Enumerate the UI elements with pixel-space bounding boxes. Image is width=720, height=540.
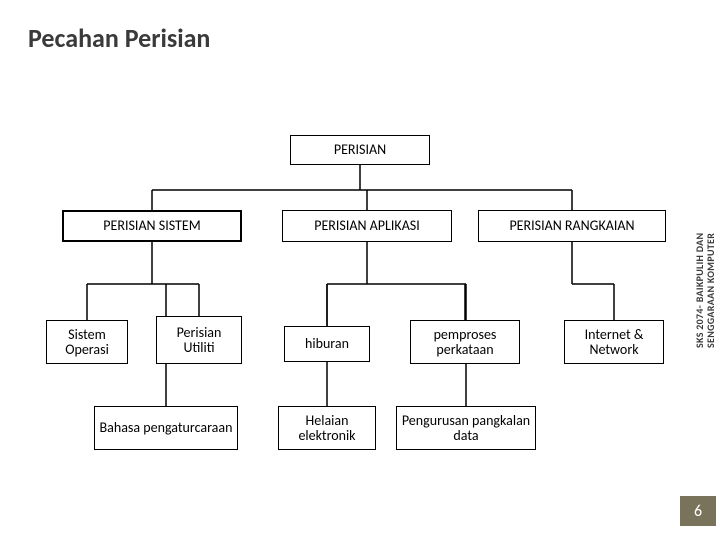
- node-bahasa: Bahasa pengaturcaraan: [94, 406, 238, 450]
- node-hiburan: hiburan: [284, 326, 370, 362]
- node-rangkaian: PERISIAN RANGKAIAN: [478, 210, 666, 242]
- node-utiliti: Perisian Utiliti: [156, 316, 242, 364]
- tree-connectors: [0, 0, 720, 540]
- node-pengurusan: Pengurusan pangkalan data: [396, 406, 536, 450]
- node-helaian: Helaian elektronik: [278, 406, 376, 450]
- node-root: PERISIAN: [290, 135, 430, 165]
- node-sistem: PERISIAN SISTEM: [62, 210, 242, 242]
- node-internet: Internet & Network: [564, 320, 664, 364]
- node-aplikasi: PERISIAN APLIKASI: [282, 210, 452, 242]
- node-pemproses: pemproses perkataan: [410, 320, 520, 364]
- node-so: Sistem Operasi: [46, 320, 128, 364]
